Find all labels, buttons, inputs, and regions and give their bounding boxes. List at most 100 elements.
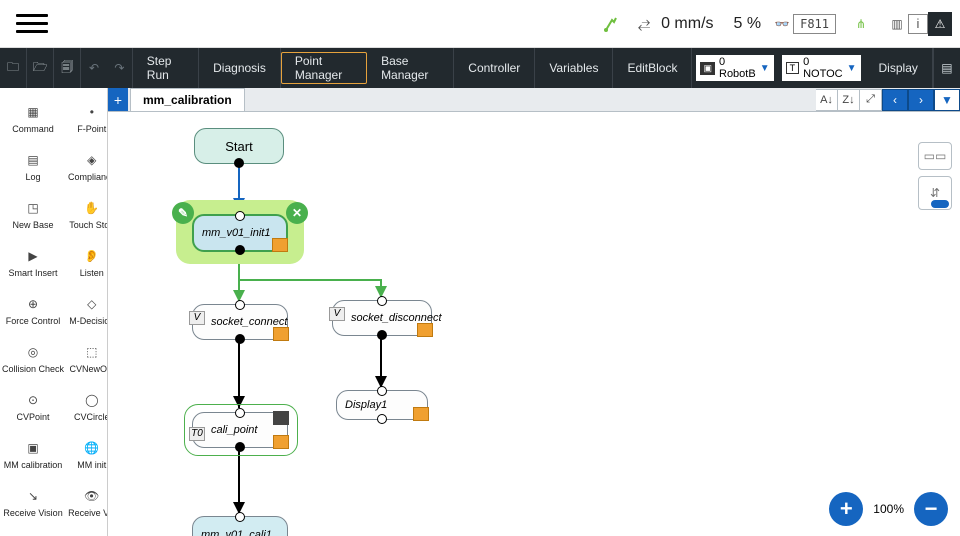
zoom-out-button[interactable]: −: [914, 492, 948, 526]
t0-chip: T0: [189, 427, 205, 441]
menu-icon[interactable]: [16, 8, 48, 40]
file-icon-3[interactable]: 🗐: [54, 48, 81, 88]
palette-f-point[interactable]: • F-Point: [66, 88, 108, 136]
speed-icon: ⥄: [633, 13, 655, 35]
fit-icon[interactable]: ⤢: [860, 89, 882, 111]
palette-receive-vision[interactable]: ↘Receive Vision: [0, 472, 66, 520]
node-badge-icon: [272, 238, 288, 252]
layout-toggle-icon[interactable]: ▭▭: [918, 142, 952, 170]
palette-icon: •: [79, 101, 105, 123]
palette-run-viz[interactable]: ▶Run Viz: [66, 520, 108, 536]
network-icon[interactable]: ⋔: [850, 13, 872, 35]
node-display1[interactable]: Display1: [336, 390, 428, 420]
palette-m-decision[interactable]: ◇M-Decision: [66, 280, 108, 328]
palette-label: F-Point: [77, 125, 106, 134]
speed-value: 0 mm/s: [661, 15, 713, 33]
warning-icon[interactable]: ⚠: [928, 12, 952, 36]
palette-label: Log: [26, 173, 41, 182]
node-cali-point[interactable]: T0 cali_point: [192, 412, 288, 448]
palette-receive-viz[interactable]: 👁Receive Viz: [66, 472, 108, 520]
palette-force-control[interactable]: ⊕Force Control: [0, 280, 66, 328]
drop1-label: 0 RobotB: [719, 56, 756, 80]
palette-icon: ✋: [79, 197, 105, 219]
panel-icon[interactable]: ▥: [886, 13, 908, 35]
node-mm-cali[interactable]: mm_v01_cali1: [192, 516, 288, 536]
palette-command[interactable]: ▦Command: [0, 88, 66, 136]
palette-log[interactable]: ▤Log: [0, 136, 66, 184]
tb-editblock[interactable]: EditBlock: [613, 48, 692, 88]
tb-step-run[interactable]: Step Run: [133, 48, 199, 88]
tb-point-manager[interactable]: Point Manager: [281, 52, 367, 84]
palette-cvnewobj[interactable]: ⬚CVNewObj: [66, 328, 108, 376]
node-mm-init[interactable]: mm_v01_init1: [192, 214, 288, 252]
palette-icon: ◳: [20, 197, 46, 219]
node-socket-connect[interactable]: V socket_connect: [192, 304, 288, 340]
node-cali-label: cali_point: [211, 424, 257, 436]
zoom-in-button[interactable]: +: [829, 492, 863, 526]
tb-diagnosis[interactable]: Diagnosis: [199, 48, 281, 88]
fault-code: F811: [793, 14, 836, 34]
nav-next[interactable]: ›: [908, 89, 934, 111]
palette-label: Listen: [80, 269, 104, 278]
tool-select[interactable]: T0 NOTOC▼: [782, 55, 861, 81]
palette-collision-check[interactable]: ◎Collision Check: [0, 328, 66, 376]
palette-new-base[interactable]: ◳New Base: [0, 184, 66, 232]
tb-controller[interactable]: Controller: [454, 48, 535, 88]
palette-label: CVNewObj: [70, 365, 108, 374]
node-start[interactable]: Start: [194, 128, 284, 164]
delete-node-button[interactable]: ✕: [286, 202, 308, 224]
file-icon-2[interactable]: 🗁: [27, 48, 54, 88]
v-chip: V: [329, 307, 345, 321]
sort-za-icon[interactable]: Z↓: [838, 89, 860, 111]
palette-icon: ▶: [20, 245, 46, 267]
node-start-label: Start: [225, 139, 252, 154]
speed-readout: ⥄ 0 mm/s: [633, 13, 713, 35]
palette-mm-calibration[interactable]: ▣MM calibration: [0, 424, 66, 472]
tb-base-manager[interactable]: Base Manager: [367, 48, 454, 88]
palette-label: Smart Insert: [9, 269, 58, 278]
v-chip: V: [189, 311, 205, 325]
redo-icon[interactable]: ↷: [107, 48, 132, 88]
sort-az-icon[interactable]: A↓: [816, 89, 838, 111]
file-icon-1[interactable]: 🗀: [0, 48, 27, 88]
palette-smart-insert[interactable]: ▶ Smart Insert: [0, 232, 66, 280]
tb-display[interactable]: Display: [865, 48, 933, 88]
node-mmcali-label: mm_v01_cali1: [201, 529, 272, 536]
palette-compliance[interactable]: ◈ Compliance: [66, 136, 108, 184]
new-tab-button[interactable]: +: [108, 88, 128, 111]
palette-cvpoint[interactable]: ⊙CVPoint: [0, 376, 66, 424]
flow-canvas[interactable]: Start ✎ ✕ mm_v01_init1 V socket_connect: [108, 112, 960, 536]
palette-icon: ▣: [20, 437, 46, 459]
palette-icon: ⊕: [20, 293, 46, 315]
palette-cvcircle[interactable]: ◯CVCircle: [66, 376, 108, 424]
palette-icon: 🌐: [79, 437, 105, 459]
palette-icon: ◈: [79, 149, 105, 171]
header-bar: ⥄ 0 mm/s 5 % 👓 F811 ⋔ ▥ i ⚠: [0, 0, 960, 48]
canvas-area: + mm_calibration A↓ Z↓ ⤢ ‹ › ▼: [108, 88, 960, 536]
command-palette: ▦Command • F-Point ▤Log ◈ Compliance◳New Base…: [0, 88, 108, 536]
palette-listen[interactable]: 👂Listen: [66, 232, 108, 280]
node-socket-disconnect[interactable]: V socket_disconnect: [332, 300, 432, 336]
glasses-icon: 👓: [771, 13, 793, 35]
zoom-controls: + 100% −: [829, 492, 948, 526]
palette-run-vision[interactable]: ▶Run Vision: [0, 520, 66, 536]
palette-mm-init[interactable]: 🌐 MM init: [66, 424, 108, 472]
robot-base-select[interactable]: ▣0 RobotB▼: [696, 55, 773, 81]
tab-bar: + mm_calibration A↓ Z↓ ⤢ ‹ › ▼: [108, 88, 960, 112]
palette-touch-stop[interactable]: ✋Touch Stop: [66, 184, 108, 232]
robot-status-icon: [601, 13, 623, 35]
percent-readout: 5 %: [734, 15, 762, 33]
nav-dropdown[interactable]: ▼: [934, 89, 960, 111]
connection-toggle-icon[interactable]: ⇵: [918, 176, 952, 210]
palette-label: MM init: [77, 461, 106, 470]
palette-label: Compliance: [68, 173, 108, 182]
nav-prev[interactable]: ‹: [882, 89, 908, 111]
palette-label: M-Decision: [69, 317, 108, 326]
tb-variables[interactable]: Variables: [535, 48, 613, 88]
sidebar-toggle-icon[interactable]: ▤: [933, 48, 960, 88]
undo-icon[interactable]: ↶: [81, 48, 106, 88]
tab-mm-calibration[interactable]: mm_calibration: [130, 88, 245, 111]
edit-node-button[interactable]: ✎: [172, 202, 194, 224]
info-icon[interactable]: i: [908, 14, 928, 34]
palette-label: Receive Vision: [3, 509, 62, 518]
